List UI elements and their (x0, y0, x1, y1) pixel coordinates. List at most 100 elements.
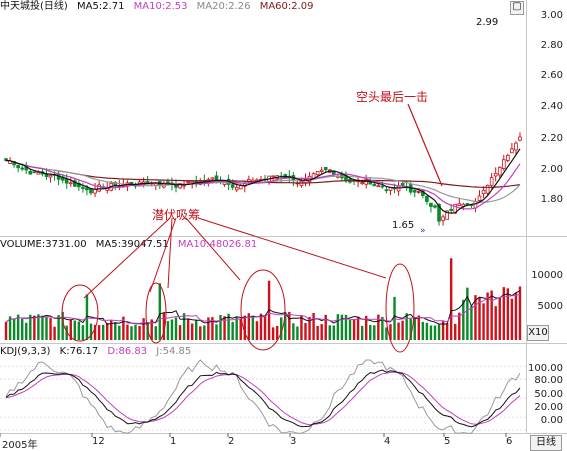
annotation-arrow (83, 217, 171, 299)
kdj-d-readout: D:86.83 (107, 346, 148, 357)
volume-ma5-line (5, 290, 521, 325)
candle-body (416, 191, 421, 193)
volume-tick-label: 5000 (537, 301, 563, 312)
candle-body (429, 202, 433, 207)
accumulate-annotation: 潜伏吸筹 (152, 208, 201, 222)
stock-title: 中天城投(日线) (0, 1, 68, 12)
candle-body (36, 171, 41, 175)
volume-unit-button[interactable]: X10 (527, 325, 549, 341)
candle-body (81, 187, 85, 189)
ma5-line (5, 148, 521, 214)
annotation-arrow (185, 217, 241, 281)
candle-body (501, 159, 506, 170)
candle-body (85, 187, 89, 191)
candle-body (437, 204, 441, 222)
candle-body (319, 169, 324, 172)
volume-kdj-divider (0, 343, 567, 344)
candle-body (28, 171, 33, 175)
candle-body (396, 185, 401, 192)
candle-body (445, 210, 449, 220)
time-axis-label: 2 (228, 436, 235, 447)
low-price-label: 1.65 (392, 220, 415, 231)
price-tick-label: 2.80 (540, 40, 563, 51)
candle-body (506, 154, 510, 161)
y-axis-divider (526, 0, 527, 433)
candle-body (372, 183, 377, 187)
kdj-tick-label: 80.00 (534, 375, 563, 386)
accumulation-ellipse (240, 269, 286, 351)
kdj-j-line (5, 359, 521, 434)
candle-body (485, 184, 490, 194)
candle-body (514, 142, 518, 151)
time-axis-label: 4 (384, 436, 391, 447)
candle-body (457, 203, 462, 206)
price-tick-label: 3.00 (540, 10, 563, 21)
candle-body (214, 175, 219, 181)
candle-body (255, 179, 259, 182)
kdj-tick-label: 50.00 (534, 389, 563, 400)
time-axis-label: 2005年 (2, 440, 38, 451)
kdj-j-readout: J:54.85 (156, 346, 192, 357)
kdj-tick-label: 0.00 (540, 415, 563, 426)
candle-body (174, 184, 178, 188)
candle-body (441, 216, 445, 221)
price-tick-label: 2.40 (540, 101, 563, 112)
volume-ma5-readout: MA5:39047.51 (95, 239, 169, 250)
candle-body (20, 167, 25, 170)
time-axis-label: 3 (290, 436, 297, 447)
candle-body (360, 182, 364, 184)
price-tick-label: 1.80 (540, 194, 563, 205)
price-tick-label: 2.20 (540, 133, 563, 144)
price-y-axis: 3.00 2.80 2.60 2.40 2.20 2.00 1.80 (527, 0, 567, 236)
candle-body (73, 180, 77, 187)
candle-body (384, 189, 389, 192)
candle-body (510, 148, 514, 154)
attack-arrow (407, 103, 443, 187)
volume-ma10-readout: MA10:48026.81 (177, 239, 258, 250)
accumulation-ellipse (385, 263, 415, 353)
kdj-d-line (5, 371, 521, 426)
ma20-line (5, 159, 521, 203)
kdj-tick-label: 100.00 (528, 363, 563, 374)
candle-body (481, 189, 486, 195)
volume-readout: VOLUME:3731.00 (0, 239, 87, 250)
candle-body (412, 189, 417, 193)
kdj-title: KDJ(9,3,3) (0, 346, 51, 357)
annotation-arrow (197, 217, 387, 279)
ma60-readout: MA60:2.09 (259, 1, 314, 12)
ma10-line (5, 159, 521, 210)
annotation-arrow (149, 217, 177, 293)
candle-body (497, 166, 502, 176)
accumulation-ellipse (61, 284, 99, 342)
candle-body (32, 171, 37, 174)
candle-body (271, 175, 275, 178)
candle-body (315, 171, 320, 176)
volume-ma10-line (5, 293, 521, 324)
candle-body (489, 177, 494, 186)
time-axis-label: 6 (506, 436, 513, 447)
time-axis-label: 12 (92, 436, 105, 447)
volume-tick-label: 10000 (531, 270, 563, 281)
candle-body (493, 172, 498, 177)
ma20-readout: MA20:2.26 (196, 1, 251, 12)
kdj-k-readout: K:76.17 (59, 346, 99, 357)
candle-body (323, 167, 328, 171)
time-axis-divider (0, 433, 567, 434)
price-volume-divider (0, 236, 567, 237)
candle-body (190, 181, 194, 184)
time-axis: 2005年 12 1 2 3 4 5 6 (0, 434, 527, 451)
attack-annotation: 空头最后一击 (356, 90, 429, 104)
candle-body (433, 205, 437, 208)
time-axis-label: 1 (170, 436, 177, 447)
accumulation-ellipse (145, 282, 167, 344)
volume-panel-header: VOLUME:3731.00 MA5:39047.51 MA10:48026.8… (0, 238, 263, 252)
ma10-readout: MA10:2.53 (133, 1, 188, 12)
period-button[interactable]: 日线 (530, 435, 562, 451)
candle-body (210, 177, 215, 180)
kdj-y-axis: 100.00 80.00 50.00 20.00 0.00 (527, 344, 567, 433)
window-restore-icon[interactable]: ▢ (510, 1, 524, 15)
price-tick-label: 2.60 (540, 70, 563, 81)
candle-body (465, 203, 470, 205)
candle-body (518, 136, 522, 141)
